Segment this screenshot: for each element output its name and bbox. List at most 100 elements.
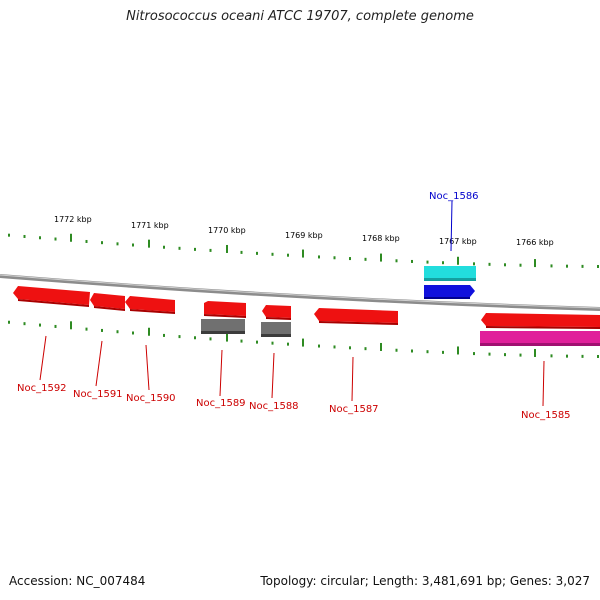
leader-noc1590 [145,344,150,391]
scale-tick-minor [395,259,398,263]
gene-noc1586-blue-shade [424,297,470,299]
scale-tick-minor [473,352,475,356]
scale-tick-minor [194,336,196,340]
leader-noc1585 [542,360,545,407]
scale-tick-minor [597,354,599,358]
gene-noc1588[interactable] [262,305,291,318]
leader-noc1589 [219,349,223,397]
scale-tick-minor [271,252,274,256]
leader-noc1591 [95,340,103,387]
scale-tick-minor [178,335,181,339]
scale-tick-minor [426,260,429,264]
gene-noc1586-cyan[interactable] [424,266,476,278]
topology-text: Topology: circular; Length: 3,481,691 bp… [260,574,590,588]
gene-noc1586-cyan-shade [424,278,476,281]
scale-tick-major [380,342,382,351]
scale-tick-minor [256,340,258,344]
gene-noc1587[interactable] [314,308,398,323]
scale-tick-minor [504,263,506,267]
genome-backbone-highlight [0,274,600,309]
gene-label-noc1591[interactable]: Noc_1591 [73,389,123,400]
gene-noc1586-blue[interactable] [424,285,475,297]
scale-tick-minor [426,350,429,354]
scale-tick-minor [566,264,568,268]
scale-tick-minor [209,248,212,252]
scale-tick-minor [163,333,165,337]
leader-noc1587 [351,356,354,402]
gene-label-noc1588[interactable]: Noc_1588 [249,401,299,412]
scale-tick-minor [550,354,553,358]
scale-tick-major [534,259,536,268]
scale-tick-minor [132,243,134,247]
accession-text: Accession: NC_007484 [9,574,146,588]
gene-features [13,266,600,346]
gene-label-noc1585[interactable]: Noc_1585 [521,410,571,421]
scale-tick-minor [504,353,506,357]
gene-label-noc1592[interactable]: Noc_1592 [17,383,67,394]
gene-label-noc1586[interactable]: Noc_1586 [429,191,479,202]
scale-tick-minor [23,322,26,326]
gene-noc1587-shade [319,321,398,325]
scale-tick-minor [318,255,320,259]
scale-tick-minor [209,337,212,341]
scale-tick-minor [473,262,475,266]
gene-noc1585-shade [486,326,600,329]
scale-tick-minor [349,257,351,261]
scale-tick-minor [8,320,10,324]
gene-noc1588-rna[interactable] [261,322,291,334]
scale-tick-minor [240,339,243,343]
genome-backbone [0,274,600,311]
scale-label: 1767 kbp [439,237,477,246]
gene-noc1591-shade [94,306,125,311]
scale-tick-minor [519,353,522,357]
scale-tick-major [380,253,382,262]
scale-tick-major [226,244,228,253]
scale-tick-major [534,348,536,357]
gene-label-noc1589[interactable]: Noc_1589 [196,398,246,409]
scale-tick-minor [488,352,491,356]
gene-noc1590-shade [130,309,175,314]
gene-noc1585[interactable] [481,313,600,327]
gene-noc1589-rna[interactable] [201,319,245,331]
scale-tick-minor [271,341,274,345]
gene-noc1589-rna-shade [201,331,245,334]
map-title: Nitrosococcus oceani ATCC 19707, complet… [126,9,474,24]
scale-tick-major [70,233,72,242]
gene-noc1585-magenta[interactable] [480,331,600,343]
gene-noc1585-magenta-shade [480,343,600,346]
scale-tick-major [148,239,150,248]
scale-label: 1771 kbp [131,221,169,230]
scale-label: 1766 kbp [516,238,554,247]
scale-tick-major [457,256,459,265]
scale-tick-minor [194,247,196,251]
gene-label-noc1590[interactable]: Noc_1590 [126,393,176,404]
scale-tick-minor [318,344,320,348]
scale-labels: 1772 kbp 1771 kbp 1770 kbp 1769 kbp 1768… [54,215,554,247]
scale-tick-minor [240,250,243,254]
scale-tick-minor [349,346,351,350]
scale-tick-major [226,333,228,342]
gene-label-noc1587[interactable]: Noc_1587 [329,404,379,415]
scale-tick-minor [54,324,57,328]
gene-noc1591[interactable] [90,293,125,309]
scale-ticks [8,233,599,358]
scale-label: 1769 kbp [285,231,323,240]
scale-tick-minor [178,246,181,250]
scale-tick-minor [54,237,57,241]
scale-tick-minor [116,242,119,246]
scale-tick-minor [333,256,336,260]
scale-tick-minor [442,261,444,265]
scale-tick-minor [101,328,103,332]
gene-noc1589-shade [204,314,246,318]
scale-label: 1772 kbp [54,215,92,224]
scale-tick-minor [519,263,522,267]
gene-noc1589[interactable] [204,301,246,316]
gene-noc1592[interactable] [13,286,90,305]
scale-tick-minor [101,241,103,245]
scale-tick-minor [287,253,289,257]
scale-tick-minor [581,264,584,268]
gene-noc1590[interactable] [125,296,175,312]
scale-tick-minor [550,264,553,268]
scale-tick-minor [132,331,134,335]
